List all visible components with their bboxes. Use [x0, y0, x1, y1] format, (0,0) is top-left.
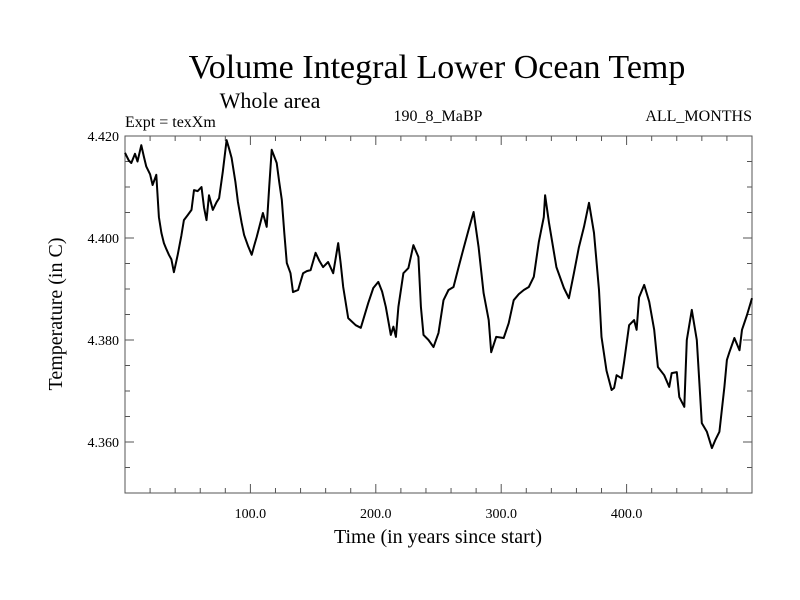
y-tick-label: 4.360: [88, 436, 120, 451]
plot-area-frame: [124, 135, 753, 494]
annotation-center: 190_8_MaBP: [394, 108, 483, 125]
y-axis-label: Temperature (in C): [45, 238, 67, 391]
x-axis-label: Time (in years since start): [334, 526, 542, 548]
chart-title: Volume Integral Lower Ocean Temp: [189, 49, 686, 86]
annotation-left: Expt = texXm: [125, 114, 216, 131]
x-tick-label: 200.0: [360, 507, 392, 522]
axis-ticks: [125, 136, 752, 493]
x-tick-label: 400.0: [611, 507, 643, 522]
y-tick-label: 4.400: [88, 232, 120, 247]
y-tick-label: 4.380: [88, 334, 120, 349]
tick-labels: 100.0 200.0 300.0 400.0 4.360 4.380 4.400 4.420: [88, 130, 643, 522]
series-line: [124, 139, 753, 450]
chart-subtitle: Whole area: [220, 88, 321, 113]
y-tick-label: 4.420: [88, 130, 120, 145]
x-tick-label: 300.0: [485, 507, 517, 522]
x-tick-label: 100.0: [235, 507, 267, 522]
annotation-right: ALL_MONTHS: [645, 108, 752, 125]
